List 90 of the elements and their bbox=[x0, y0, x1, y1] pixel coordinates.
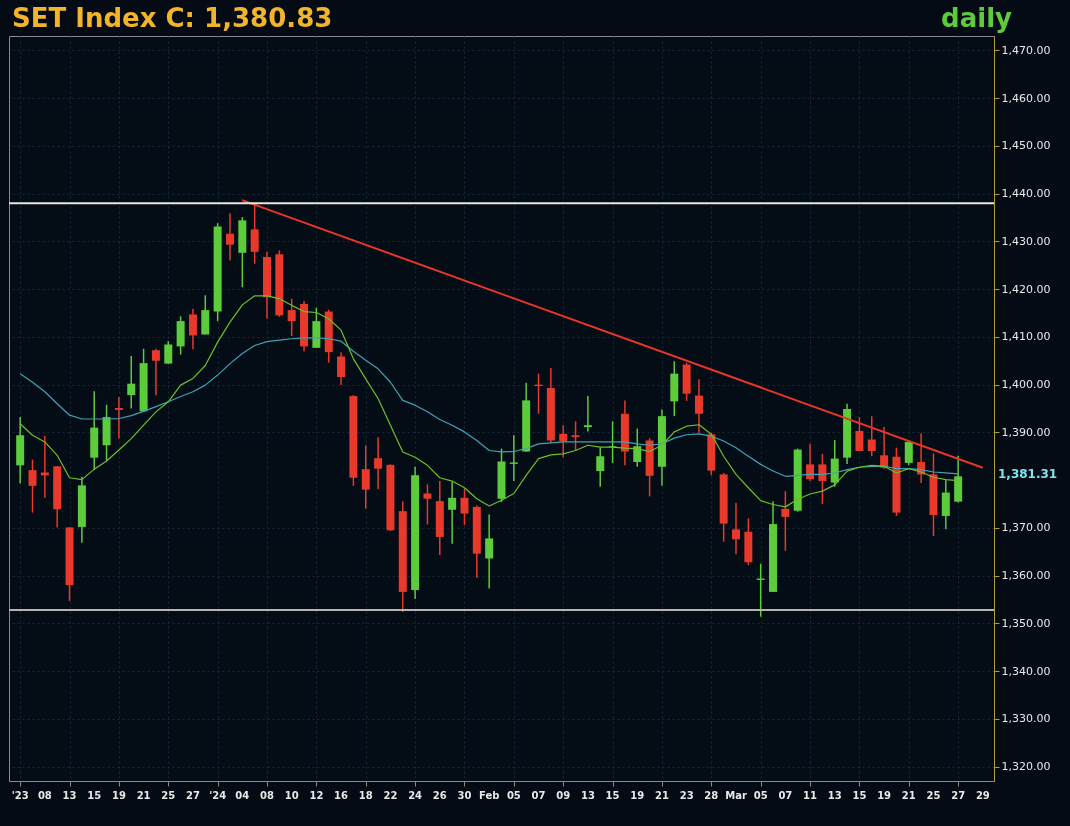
y-tick-label: 1,410.00 bbox=[1001, 330, 1051, 344]
candlestick bbox=[633, 427, 642, 468]
x-tick-label: 30 bbox=[457, 790, 472, 801]
x-tick-label: 15 bbox=[87, 790, 102, 801]
x-tick-label: '23 bbox=[11, 790, 29, 801]
candlestick bbox=[731, 502, 740, 555]
x-tick-label: 22 bbox=[383, 790, 398, 801]
x-tick-label: Feb bbox=[478, 790, 500, 801]
x-tick-label: '24 bbox=[209, 790, 227, 801]
x-tick-label: 21 bbox=[901, 790, 916, 801]
candlestick bbox=[361, 444, 370, 510]
candlestick bbox=[941, 479, 950, 531]
x-tick-label: 13 bbox=[580, 790, 595, 801]
candlestick bbox=[337, 351, 346, 386]
candlestick bbox=[287, 297, 296, 337]
x-tick-label: 29 bbox=[975, 790, 990, 801]
x-tick-label: 07 bbox=[531, 790, 546, 801]
x-tick-label: 21 bbox=[654, 790, 669, 801]
x-tick-label: 10 bbox=[284, 790, 299, 801]
candlestick bbox=[40, 434, 49, 499]
x-tick-label: 05 bbox=[753, 790, 768, 801]
candlestick bbox=[485, 513, 494, 590]
x-tick-label: 28 bbox=[704, 790, 719, 801]
x-tick-label: 13 bbox=[62, 790, 77, 801]
candlestick bbox=[781, 490, 790, 552]
y-tick-label: 1,420.00 bbox=[1001, 282, 1051, 296]
y-tick-label: 1,350.00 bbox=[1001, 616, 1051, 630]
y-tick-label: 1,330.00 bbox=[1001, 712, 1051, 726]
candlestick bbox=[448, 481, 457, 545]
candlestick bbox=[151, 348, 160, 396]
x-tick-label: Mar bbox=[725, 790, 747, 801]
x-tick-label: 04 bbox=[235, 790, 250, 801]
x-tick-label: 21 bbox=[136, 790, 151, 801]
x-tick-label: 08 bbox=[37, 790, 52, 801]
text: 1,381.31 bbox=[998, 466, 1058, 481]
x-tick-label: 15 bbox=[852, 790, 867, 801]
x-tick-label: 13 bbox=[827, 790, 842, 801]
candlestick bbox=[596, 446, 605, 488]
y-tick-label: 1,440.00 bbox=[1001, 187, 1051, 201]
candlestick bbox=[188, 307, 197, 351]
x-tick-label: 09 bbox=[556, 790, 571, 801]
candlestick bbox=[904, 439, 913, 467]
x-tick-label: 07 bbox=[778, 790, 793, 801]
x-tick-label: 15 bbox=[605, 790, 620, 801]
y-tick-label: 1,370.00 bbox=[1001, 521, 1051, 535]
x-tick-label: 25 bbox=[926, 790, 941, 801]
candlestick bbox=[855, 416, 864, 452]
candlestick bbox=[830, 439, 839, 488]
candlestick bbox=[608, 420, 617, 464]
x-tick-label: 27 bbox=[185, 790, 200, 801]
candlestick bbox=[694, 378, 703, 434]
candlestick bbox=[867, 415, 876, 458]
x-tick-label: 23 bbox=[679, 790, 694, 801]
y-tick-label: 1,400.00 bbox=[1001, 378, 1051, 392]
y-tick-label: 1,430.00 bbox=[1001, 234, 1051, 248]
chart-title: SET Index C: 1,380.83 bbox=[12, 3, 333, 33]
candlestick bbox=[509, 434, 518, 482]
candlestick bbox=[818, 453, 827, 505]
candlestick bbox=[571, 420, 580, 452]
candlestick bbox=[423, 483, 432, 526]
x-tick-label: 12 bbox=[309, 790, 324, 801]
y-tick-label: 1,360.00 bbox=[1001, 569, 1051, 583]
candlestick bbox=[374, 436, 383, 490]
candlestick bbox=[114, 396, 123, 440]
candlestick bbox=[28, 458, 37, 514]
chart-subtitle: daily bbox=[941, 3, 1012, 33]
candlestick bbox=[806, 443, 815, 482]
x-tick-label: 19 bbox=[111, 790, 126, 801]
y-tick-label: 1,470.00 bbox=[1001, 43, 1051, 57]
x-tick-label: 27 bbox=[951, 790, 966, 801]
x-tick-label: 19 bbox=[877, 790, 892, 801]
y-tick-label: 1,340.00 bbox=[1001, 664, 1051, 678]
candlestick bbox=[559, 424, 568, 458]
x-tick-label: 26 bbox=[432, 790, 447, 801]
candlestick bbox=[127, 355, 136, 410]
y-tick-label: 1,460.00 bbox=[1001, 91, 1051, 105]
x-tick-label: 05 bbox=[506, 790, 521, 801]
y-tick-label: 1,320.00 bbox=[1001, 760, 1051, 774]
x-tick-label: 08 bbox=[260, 790, 274, 801]
x-tick-label: 16 bbox=[334, 790, 349, 801]
x-tick-label: 18 bbox=[358, 790, 373, 801]
x-tick-label: 11 bbox=[803, 790, 818, 801]
x-tick-label: 25 bbox=[161, 790, 176, 801]
y-tick-label: 1,390.00 bbox=[1001, 425, 1051, 439]
x-tick-label: 24 bbox=[408, 790, 423, 801]
candlestick bbox=[460, 487, 469, 526]
x-tick-label: 19 bbox=[630, 790, 645, 801]
candlestick bbox=[583, 395, 592, 433]
y-tick-label: 1,450.00 bbox=[1001, 139, 1051, 153]
candlestick bbox=[225, 212, 234, 262]
